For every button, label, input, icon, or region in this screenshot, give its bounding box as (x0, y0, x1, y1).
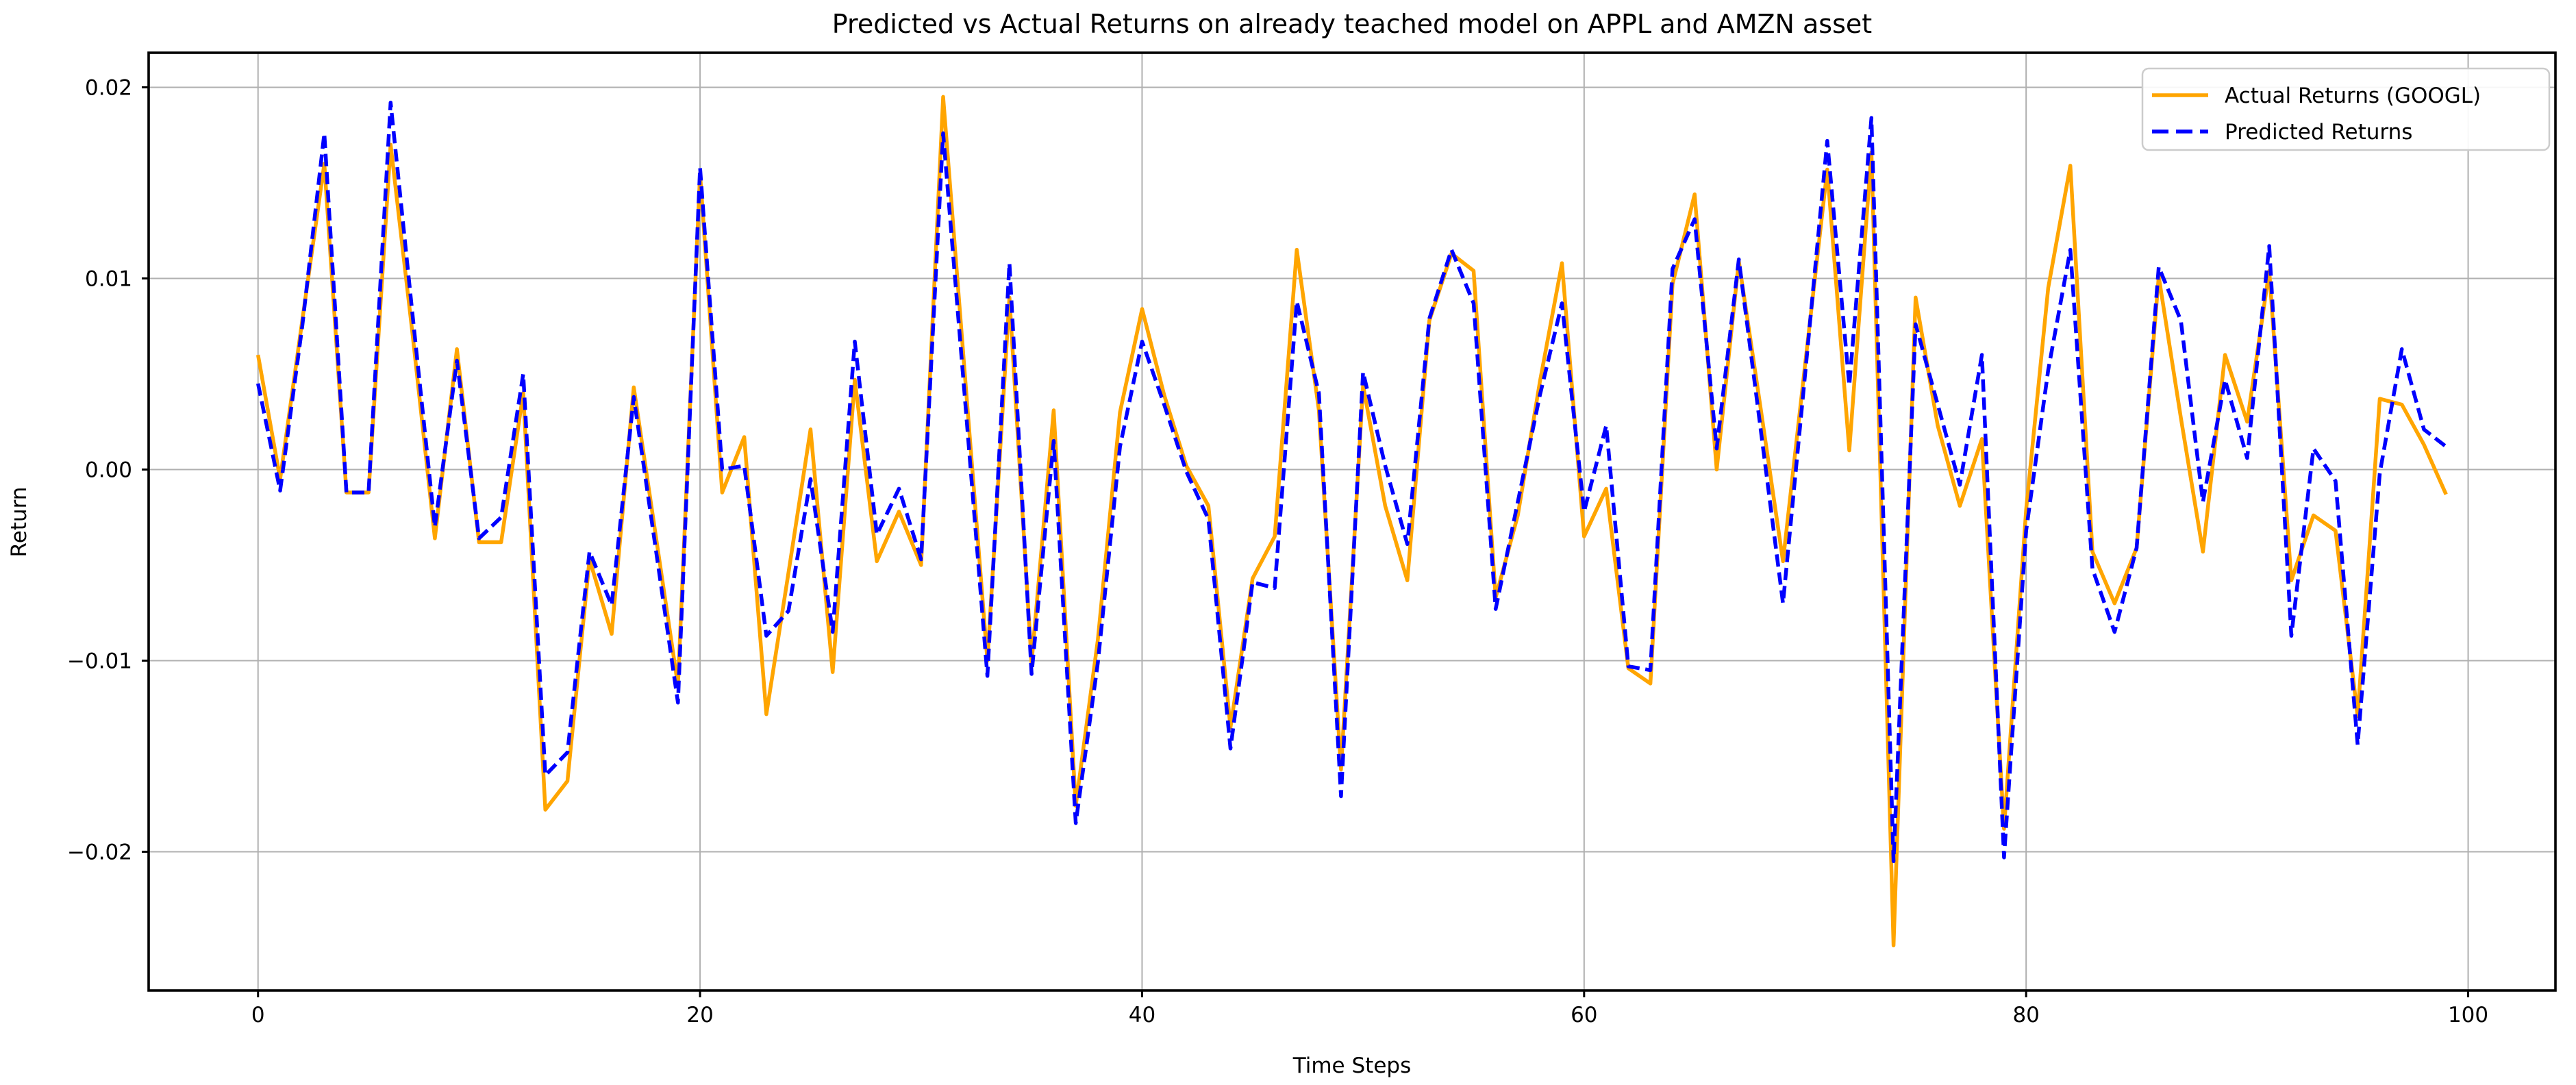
x-tick-label: 80 (2012, 1003, 2039, 1027)
y-tick-label: 0.01 (85, 266, 132, 291)
x-tick-label: 0 (251, 1003, 265, 1027)
chart-title: Predicted vs Actual Returns on already t… (832, 9, 1872, 39)
y-axis-label: Return (7, 487, 32, 558)
legend-label-predicted: Predicted Returns (2225, 120, 2412, 145)
legend: Actual Returns (GOOGL) Predicted Returns (2141, 67, 2551, 151)
x-tick-label: 40 (1129, 1003, 1155, 1027)
y-tick-label: 0.00 (85, 458, 132, 482)
y-tick-label: −0.02 (67, 840, 132, 864)
series-line-actual (255, 95, 2448, 947)
series-layer (255, 95, 2448, 947)
series-line-predicted (256, 101, 2447, 864)
legend-label-actual: Actual Returns (GOOGL) (2225, 84, 2481, 108)
x-tick-label: 60 (1571, 1003, 1597, 1027)
ticks-layer: 0 20 40 60 80 100 0.02 0.01 0.00 −0.01 −0.02 (67, 75, 2488, 1027)
axes-layer (147, 51, 2557, 992)
y-tick-label: 0.02 (85, 75, 132, 100)
x-tick-label: 20 (686, 1003, 713, 1027)
grid-layer (149, 53, 2555, 990)
plot-border (147, 51, 2557, 992)
legend-box (2141, 67, 2551, 151)
y-tick-label: −0.01 (67, 649, 132, 673)
x-axis-label: Time Steps (1292, 1053, 1411, 1078)
x-tick-label: 100 (2448, 1003, 2488, 1027)
